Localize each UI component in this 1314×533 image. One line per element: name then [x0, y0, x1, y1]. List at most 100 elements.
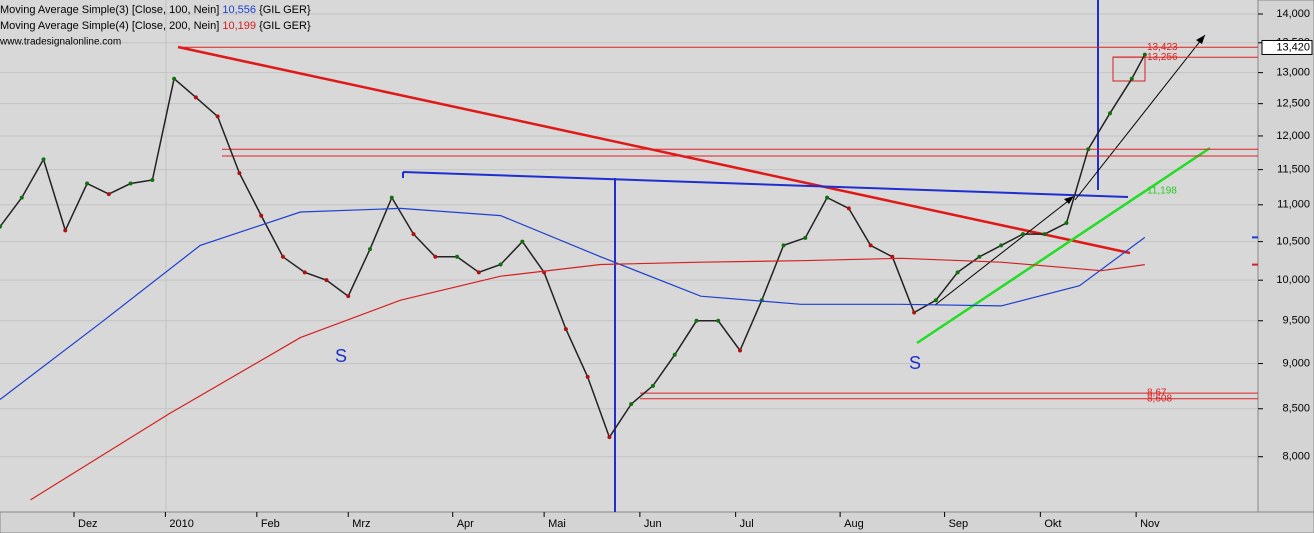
- price-point: [128, 181, 133, 186]
- plot: [0, 0, 1258, 512]
- price-line: [0, 54, 1146, 439]
- price-point: [694, 318, 699, 323]
- price-point: [85, 181, 90, 186]
- price-point: [237, 171, 242, 176]
- price-point: [215, 114, 220, 119]
- x-tick-label: Aug: [844, 518, 864, 530]
- price-axis: [1257, 0, 1314, 533]
- legend-tag: {GIL GER}: [259, 20, 311, 32]
- y-tick-label: 11,000: [1277, 199, 1310, 211]
- y-tick-label: 10,500: [1276, 235, 1310, 247]
- annotation: 11,198: [1147, 185, 1177, 196]
- moving-average: [0, 207, 1146, 400]
- x-tick-label: Apr: [457, 518, 474, 530]
- arrow-head: [1196, 35, 1205, 44]
- price-point: [433, 254, 438, 259]
- price-point: [150, 178, 155, 183]
- price-point: [1086, 147, 1091, 152]
- trendline: [177, 45, 1131, 255]
- price-point: [41, 157, 46, 162]
- last-price-label: 13,420: [1276, 41, 1310, 53]
- price-point: [890, 254, 895, 259]
- price-point: [955, 270, 960, 275]
- x-tick-label: Feb: [261, 518, 280, 530]
- price-point: [520, 239, 525, 244]
- y-tick-label: 10,000: [1276, 274, 1310, 286]
- pattern-mark: S: [335, 346, 347, 366]
- level-label: 13,423: [1147, 42, 1178, 53]
- price-point: [498, 262, 503, 267]
- price-point: [1020, 232, 1025, 237]
- price-point: [912, 310, 917, 315]
- price-point: [781, 243, 786, 248]
- y-tick-label: 9,000: [1282, 357, 1310, 369]
- price-point: [455, 254, 460, 259]
- last-price-box: [1261, 39, 1313, 55]
- price-point: [368, 247, 372, 252]
- moving-average: [30, 257, 1145, 501]
- arrow: [934, 197, 1073, 306]
- price-point: [19, 195, 24, 200]
- price-point: [63, 228, 68, 233]
- y-tick-label: 14,000: [1276, 8, 1310, 20]
- legend-text: Moving Average Simple(4) [Close, 200, Ne…: [0, 20, 311, 32]
- x-tick-label: Mai: [548, 518, 566, 530]
- y-tick-label: 12,500: [1276, 98, 1310, 110]
- x-tick-label: Nov: [1140, 518, 1160, 530]
- trendline: [402, 171, 1129, 198]
- price-point: [1142, 52, 1147, 57]
- price-point: [933, 298, 938, 303]
- price-point: [193, 95, 198, 100]
- pattern-mark: S: [909, 353, 921, 373]
- price-point: [0, 224, 2, 229]
- x-tick-label: Jun: [644, 518, 662, 530]
- y-tick-label: 13,000: [1276, 67, 1310, 79]
- price-point: [650, 383, 655, 388]
- price-point: [846, 206, 851, 211]
- price-point: [1042, 232, 1047, 237]
- price-point: [1129, 76, 1134, 81]
- price-point: [259, 213, 264, 218]
- watermark: www.tradesignalonline.com: [0, 37, 121, 48]
- price-point: [977, 254, 982, 259]
- legend: Moving Average Simple(3) [Close, 100, Ne…: [0, 4, 311, 48]
- price-point: [389, 195, 394, 200]
- price-point: [172, 76, 177, 81]
- price-point: [607, 435, 612, 440]
- level-label: 13,256: [1147, 52, 1178, 63]
- price-point: [999, 243, 1004, 248]
- price-point: [585, 374, 590, 379]
- legend-value: 10,556: [222, 4, 256, 16]
- legend-text: Moving Average Simple(3) [Close, 100, Ne…: [0, 4, 311, 16]
- legend-value: 10,199: [222, 20, 256, 32]
- price-point: [346, 294, 351, 299]
- legend-tag: {GIL GER}: [259, 4, 311, 16]
- price-point: [672, 352, 677, 357]
- y-tick-label: 8,500: [1282, 403, 1310, 415]
- x-tick-label: 2010: [169, 518, 193, 530]
- grid: [0, 13, 1258, 458]
- x-tick-label: Sep: [949, 518, 969, 530]
- price-point: [738, 348, 742, 353]
- price-point: [476, 270, 481, 275]
- y-tick-label: 11,500: [1277, 164, 1310, 176]
- x-tick-label: Dez: [78, 518, 98, 530]
- legend-name: Moving Average Simple(4) [Close, 200, Ne…: [0, 20, 219, 32]
- price-point: [825, 195, 830, 200]
- y-tick-label: 9,500: [1282, 315, 1310, 327]
- price-point: [324, 278, 329, 283]
- trendline: [916, 146, 1211, 345]
- arrow: [1074, 34, 1206, 201]
- legend-name: Moving Average Simple(3) [Close, 100, Ne…: [0, 4, 219, 16]
- level-label: 8,608: [1147, 393, 1172, 404]
- y-tick-label: 12,000: [1276, 130, 1310, 142]
- price-point: [563, 327, 568, 332]
- price-point: [302, 270, 307, 275]
- x-tick-label: Mrz: [352, 518, 370, 530]
- plot-area: [0, 0, 1258, 512]
- time-axis: [0, 511, 1314, 533]
- y-tick-label: 8,000: [1282, 451, 1310, 463]
- price-point: [629, 402, 634, 407]
- price-point: [106, 192, 111, 197]
